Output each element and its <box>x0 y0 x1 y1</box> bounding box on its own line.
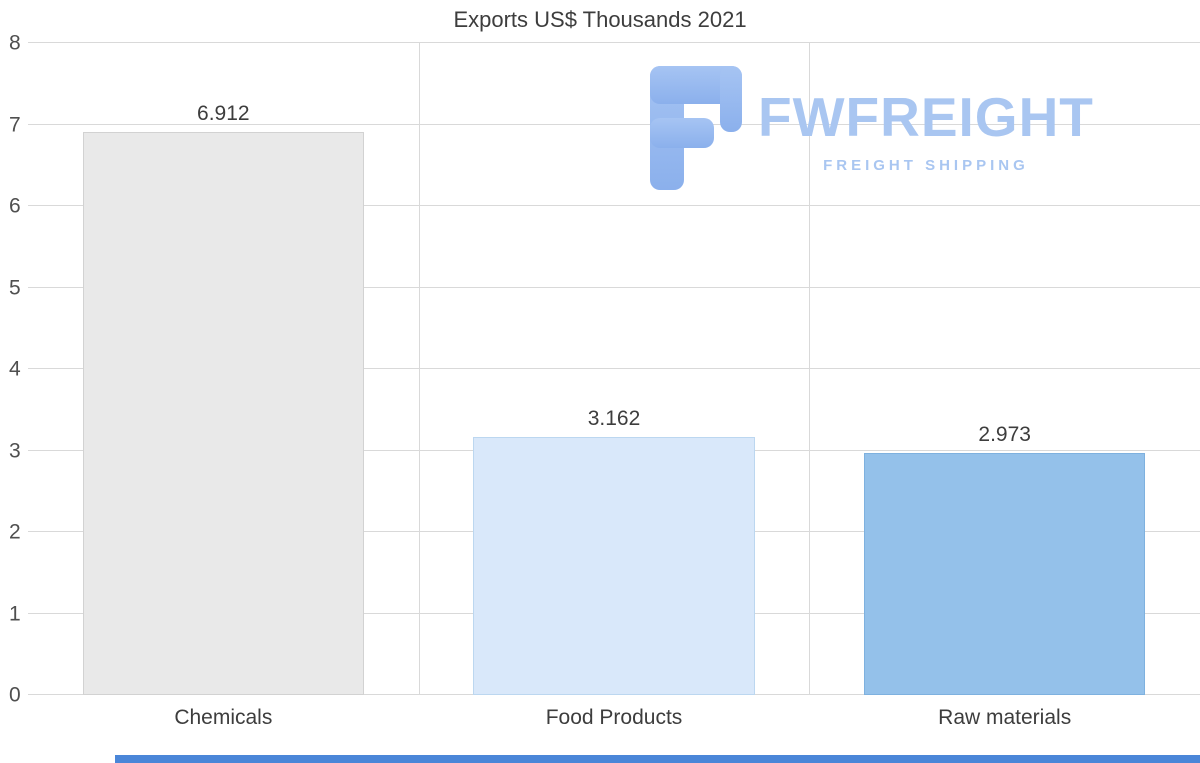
x-category-label: Chemicals <box>174 706 273 729</box>
y-tick-label: 1 <box>9 602 21 625</box>
y-axis: 0 1 2 3 4 5 6 7 8 <box>9 33 33 706</box>
h-gridline <box>28 205 1200 206</box>
bar-value-label: 6.912 <box>197 101 250 125</box>
bottom-accent-strip <box>115 755 1200 763</box>
x-axis: Chemicals Food Products Raw materials <box>28 706 1200 730</box>
x-category-label: Food Products <box>545 706 683 729</box>
y-tick-label: 0 <box>9 683 21 707</box>
chart-title: Exports US$ Thousands 2021 <box>453 7 747 32</box>
bar-section: 2.973 <box>809 43 1200 695</box>
h-gridline <box>28 286 1200 288</box>
h-gridline <box>28 123 1200 125</box>
bar-food-products[interactable]: 3.162 <box>473 407 755 695</box>
y-tick-label: 4 <box>9 357 21 381</box>
y-tick-label: 8 <box>9 31 21 55</box>
y-tick-label: 2 <box>9 520 21 544</box>
bar-value-label: 2.973 <box>978 422 1031 446</box>
v-gridline <box>418 43 420 695</box>
y-tick-label: 6 <box>9 194 21 218</box>
bar-section: 3.162 <box>419 43 810 695</box>
h-gridline <box>28 368 1200 369</box>
y-tick-label: 3 <box>9 439 21 462</box>
y-tick-label: 7 <box>9 113 21 136</box>
bar-value-label: 3.162 <box>587 407 641 431</box>
y-tick-label: 5 <box>9 276 21 299</box>
bar-raw-materials[interactable]: 2.973 <box>864 423 1146 695</box>
h-gridline <box>28 42 1200 43</box>
bar-section: 6.912 <box>28 43 419 695</box>
plot-area: 6.912 3.162 2.973 <box>28 42 1200 695</box>
bar-chemicals[interactable]: 6.912 <box>82 102 364 695</box>
v-gridline <box>809 43 811 695</box>
bars-layer: 6.912 3.162 2.973 <box>28 43 1200 695</box>
x-category-label: Raw materials <box>938 706 1072 729</box>
